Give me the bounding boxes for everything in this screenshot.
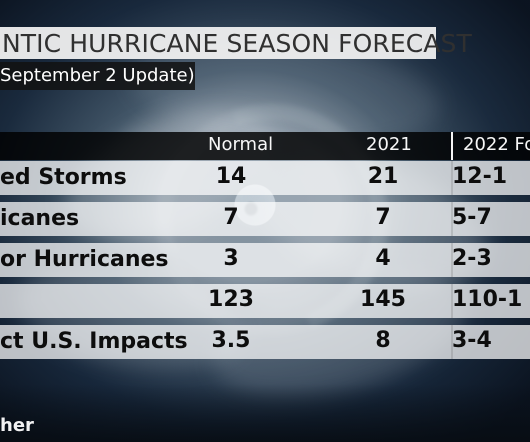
table-row: or Hurricanes 3 4 2-3 bbox=[0, 243, 530, 277]
row-label: or Hurricanes bbox=[0, 247, 169, 272]
normal-value: 123 bbox=[208, 287, 254, 312]
subtitle-banner: September 2 Update) bbox=[0, 62, 195, 90]
forecast-2022-value: 12-1 bbox=[452, 164, 508, 189]
bottom-shadow bbox=[0, 384, 530, 442]
year-2021-value: 21 bbox=[367, 164, 399, 189]
forecast-2022-value: 2-3 bbox=[452, 246, 492, 271]
table-header: Normal 2021 2022 Fo bbox=[0, 132, 530, 160]
row-divider bbox=[451, 284, 453, 318]
brand-logo: her bbox=[0, 415, 34, 436]
table-row: icanes 7 7 5-7 bbox=[0, 202, 530, 236]
row-label: ed Storms bbox=[0, 165, 127, 190]
table-row: ed Storms 14 21 12-1 bbox=[0, 161, 530, 195]
table-row: 123 145 110-1 bbox=[0, 284, 530, 318]
row-divider bbox=[451, 161, 453, 195]
table-row: ct U.S. Impacts 3.5 8 3-4 bbox=[0, 325, 530, 359]
forecast-table: Normal 2021 2022 Fo ed Storms 14 21 12-1… bbox=[0, 132, 530, 366]
forecast-2022-value: 110-1 bbox=[452, 287, 523, 312]
forecast-2022-column-header: 2022 Fo bbox=[463, 134, 530, 155]
normal-value: 3 bbox=[223, 246, 239, 271]
normal-value: 3.5 bbox=[211, 328, 251, 353]
year-2021-value: 8 bbox=[375, 328, 391, 353]
row-label: ct U.S. Impacts bbox=[0, 329, 188, 354]
row-label: icanes bbox=[0, 206, 80, 231]
year-2021-value: 145 bbox=[360, 287, 406, 312]
row-divider bbox=[451, 325, 453, 359]
normal-value: 14 bbox=[215, 164, 247, 189]
page-title: NTIC HURRICANE SEASON FORECAST bbox=[2, 28, 472, 58]
forecast-2022-value: 3-4 bbox=[452, 328, 492, 353]
year-2021-value: 4 bbox=[375, 246, 391, 271]
row-divider bbox=[451, 243, 453, 277]
row-divider bbox=[451, 202, 453, 236]
year-2021-column-header: 2021 bbox=[366, 134, 412, 155]
normal-column-header: Normal bbox=[208, 134, 274, 155]
normal-value: 7 bbox=[223, 205, 239, 230]
forecast-2022-value: 5-7 bbox=[452, 205, 492, 230]
page-subtitle: September 2 Update) bbox=[0, 65, 195, 86]
forecast-column-divider bbox=[451, 132, 453, 160]
title-banner: NTIC HURRICANE SEASON FORECAST bbox=[0, 27, 472, 59]
year-2021-value: 7 bbox=[375, 205, 391, 230]
